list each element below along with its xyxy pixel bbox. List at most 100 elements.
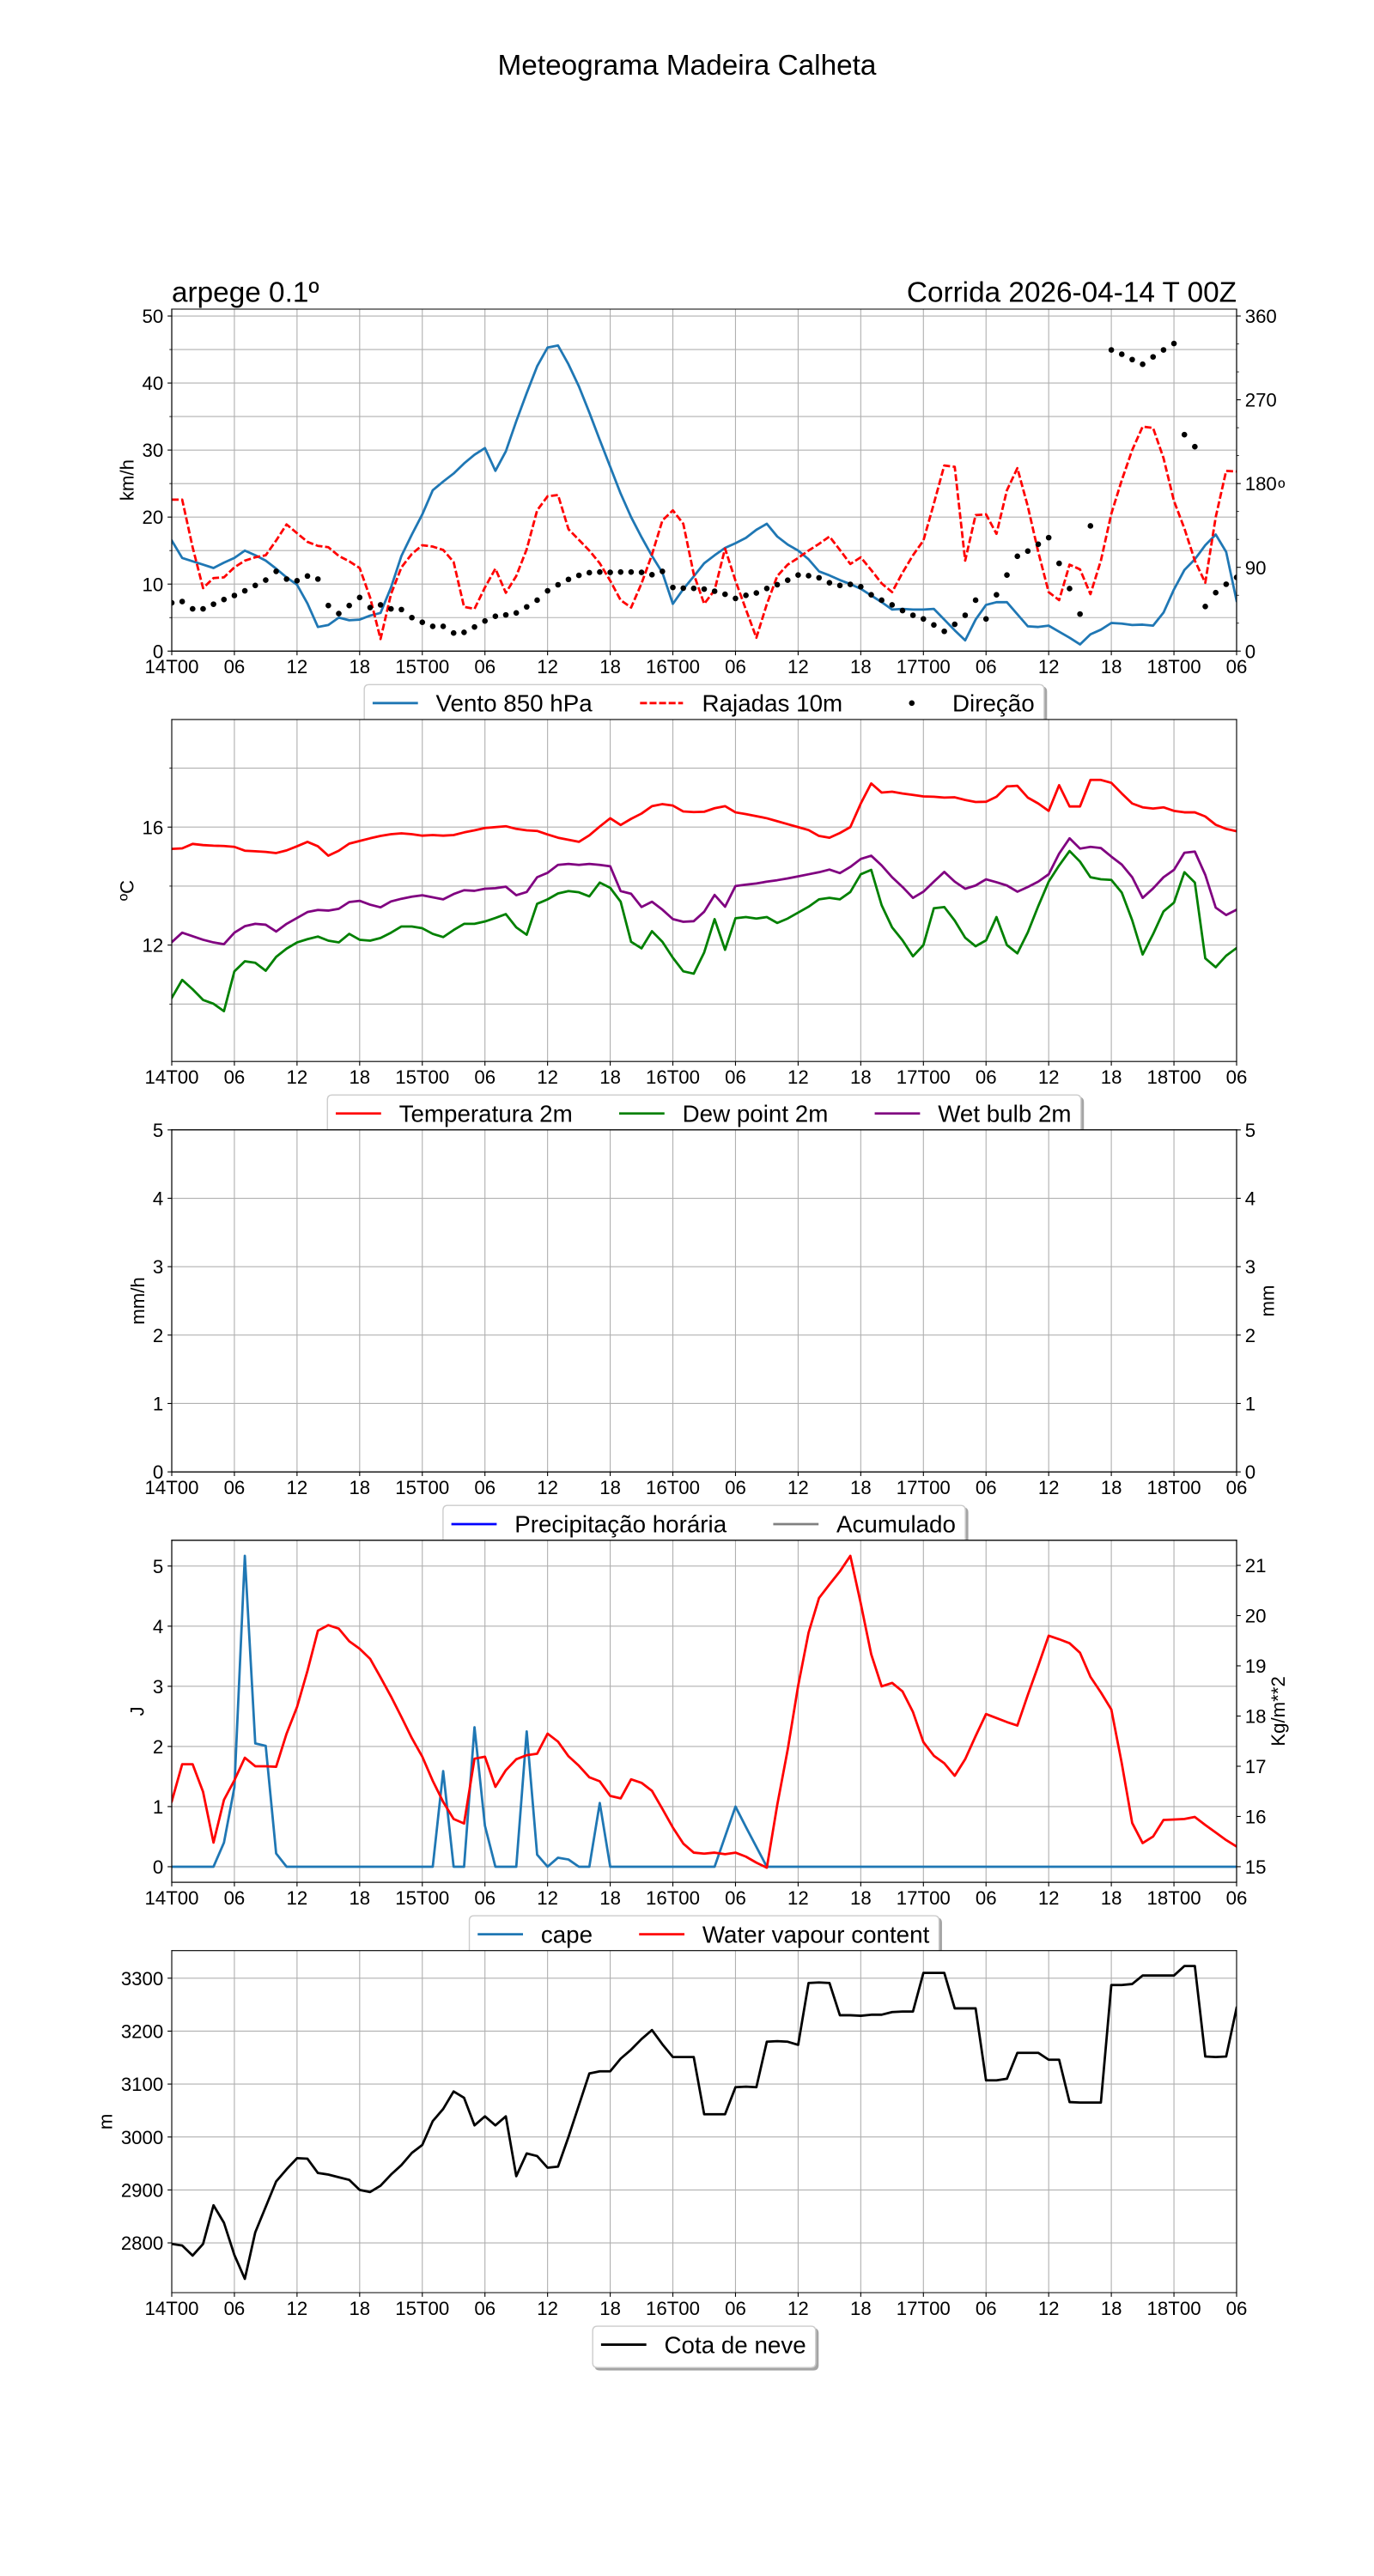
svg-text:3000: 3000 [121,2127,163,2148]
svg-text:1: 1 [153,1394,163,1415]
svg-text:30: 30 [143,440,164,461]
svg-text:06: 06 [1226,1887,1248,1909]
svg-text:18: 18 [349,1477,370,1498]
svg-text:15T00: 15T00 [395,2298,449,2319]
svg-text:2800: 2800 [121,2233,163,2254]
svg-text:06: 06 [725,1066,746,1088]
svg-text:50: 50 [143,306,164,327]
svg-text:12: 12 [287,2298,308,2319]
svg-text:12: 12 [287,1066,308,1088]
svg-text:06: 06 [474,656,495,677]
svg-text:20: 20 [143,507,164,528]
svg-text:06: 06 [976,1477,997,1498]
svg-text:18T00: 18T00 [1147,1477,1201,1498]
svg-text:15T00: 15T00 [395,1477,449,1498]
svg-text:15T00: 15T00 [395,1066,449,1088]
svg-text:16: 16 [1245,1807,1267,1828]
svg-text:12: 12 [1038,656,1060,677]
svg-text:Wet bulb 2m: Wet bulb 2m [938,1100,1071,1127]
svg-text:17T00: 17T00 [897,656,951,677]
svg-text:18: 18 [349,1887,370,1909]
svg-text:3: 3 [153,1256,163,1278]
svg-text:06: 06 [725,2298,746,2319]
svg-text:cape: cape [541,1921,593,1947]
svg-text:3: 3 [1245,1256,1255,1278]
svg-text:06: 06 [976,1066,997,1088]
svg-text:5: 5 [153,1120,163,1141]
svg-text:12: 12 [787,1477,809,1498]
svg-text:Corrida 2026-04-14 T 00Z: Corrida 2026-04-14 T 00Z [907,277,1237,309]
svg-text:2900: 2900 [121,2179,163,2201]
svg-text:14T00: 14T00 [144,2298,198,2319]
svg-text:18: 18 [349,2298,370,2319]
svg-text:06: 06 [976,2298,997,2319]
svg-text:3: 3 [153,1676,163,1698]
svg-text:18: 18 [1101,1887,1122,1909]
svg-text:Acumulado: Acumulado [836,1511,956,1538]
svg-text:0: 0 [153,1461,163,1483]
svg-text:12: 12 [787,1887,809,1909]
svg-text:m: m [95,2114,117,2130]
svg-text:5: 5 [1245,1120,1255,1141]
svg-text:º: º [1278,477,1285,498]
svg-text:18: 18 [1101,1477,1122,1498]
svg-text:18: 18 [1101,1066,1122,1088]
svg-text:12: 12 [287,656,308,677]
svg-text:0: 0 [153,1856,163,1878]
svg-text:12: 12 [787,1066,809,1088]
svg-text:10: 10 [143,574,164,595]
svg-text:18: 18 [850,1066,872,1088]
svg-text:15: 15 [1245,1856,1267,1878]
svg-text:12: 12 [787,656,809,677]
svg-text:18: 18 [599,656,621,677]
svg-text:12: 12 [1038,1887,1060,1909]
svg-text:14T00: 14T00 [144,1887,198,1909]
svg-text:Direção: Direção [952,690,1035,717]
svg-text:1: 1 [1245,1394,1255,1415]
svg-text:Dew point 2m: Dew point 2m [683,1100,829,1127]
svg-text:20: 20 [1245,1606,1267,1627]
svg-text:14T00: 14T00 [144,1477,198,1498]
svg-text:Vento 850 hPa: Vento 850 hPa [436,690,593,717]
svg-text:3200: 3200 [121,2020,163,2042]
svg-text:06: 06 [1226,2298,1248,2319]
svg-text:19: 19 [1245,1656,1267,1677]
svg-text:06: 06 [976,656,997,677]
svg-text:18: 18 [1245,1706,1267,1728]
svg-text:06: 06 [725,1887,746,1909]
svg-text:14T00: 14T00 [144,1066,198,1088]
svg-text:16T00: 16T00 [646,1477,700,1498]
svg-text:14T00: 14T00 [144,656,198,677]
svg-text:18: 18 [349,656,370,677]
svg-text:180: 180 [1245,473,1277,495]
svg-text:5: 5 [153,1556,163,1577]
svg-text:3100: 3100 [121,2074,163,2095]
svg-text:4: 4 [153,1188,163,1210]
svg-text:Rajadas 10m: Rajadas 10m [702,690,843,717]
svg-text:18T00: 18T00 [1147,656,1201,677]
svg-text:12: 12 [1038,1066,1060,1088]
svg-text:arpege 0.1º: arpege 0.1º [172,277,319,309]
svg-text:12: 12 [537,1477,558,1498]
svg-text:18: 18 [349,1066,370,1088]
svg-text:16T00: 16T00 [646,656,700,677]
svg-text:Cota de neve: Cota de neve [664,2331,806,2358]
svg-text:12: 12 [537,1066,558,1088]
svg-text:12: 12 [537,2298,558,2319]
svg-text:4: 4 [1245,1188,1255,1210]
svg-text:18: 18 [599,1477,621,1498]
svg-text:12: 12 [537,1887,558,1909]
svg-text:J: J [127,1706,149,1716]
svg-text:12: 12 [287,1887,308,1909]
svg-text:06: 06 [725,1477,746,1498]
svg-text:16: 16 [143,817,164,838]
svg-text:360: 360 [1245,306,1277,327]
svg-text:18: 18 [599,1066,621,1088]
svg-text:21: 21 [1245,1555,1267,1577]
svg-text:0: 0 [153,641,163,662]
svg-text:90: 90 [1245,557,1267,579]
svg-text:Temperatura 2m: Temperatura 2m [399,1100,573,1127]
svg-text:4: 4 [153,1616,163,1637]
svg-text:2: 2 [153,1736,163,1758]
svg-text:mm/h: mm/h [127,1277,149,1325]
